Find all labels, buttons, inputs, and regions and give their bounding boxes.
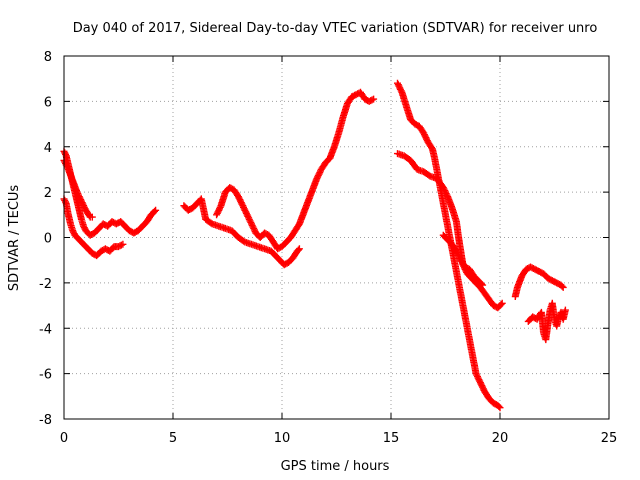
series-arc-i — [511, 263, 567, 300]
data-point — [80, 202, 88, 210]
y-tick-label: 6 — [44, 95, 52, 110]
series-arc-f — [394, 79, 504, 412]
data-point — [61, 196, 69, 204]
data-point — [73, 188, 81, 196]
data-point — [495, 403, 503, 410]
data-point — [244, 212, 252, 220]
data-point — [250, 226, 258, 234]
series-arc-c — [60, 195, 127, 260]
x-tick-label: 15 — [383, 431, 400, 446]
data-point — [119, 240, 127, 248]
data-point — [558, 282, 566, 290]
y-tick-label: -2 — [39, 277, 52, 292]
data-point — [88, 213, 96, 221]
data-point — [238, 200, 246, 208]
data-point — [216, 203, 224, 211]
x-tick-label: 5 — [169, 431, 177, 446]
x-tick-label: 0 — [60, 431, 68, 446]
data-point — [295, 245, 303, 253]
data-point — [370, 95, 378, 103]
y-tick-label: 8 — [44, 50, 52, 65]
chart-title: Day 040 of 2017, Sidereal Day-to-day VTE… — [73, 21, 598, 36]
y-tick-label: -4 — [39, 322, 52, 337]
data-point — [117, 241, 125, 249]
x-tick-label: 20 — [492, 431, 509, 446]
series-arc-e — [213, 88, 378, 253]
data-point — [496, 404, 504, 412]
data-point — [151, 207, 158, 215]
series-arc-j — [524, 299, 569, 344]
y-axis-label: SDTVAR / TECUs — [7, 185, 22, 292]
data-point — [559, 283, 567, 291]
x-tick-labels: 0 5 10 15 20 25 — [60, 431, 617, 446]
y-tick-labels: -8 -6 -4 -2 0 2 4 6 8 — [39, 50, 52, 428]
x-axis-label: GPS time / hours — [281, 459, 390, 474]
y-tick-label: -6 — [39, 368, 52, 383]
x-tick-label: 10 — [274, 431, 291, 446]
data-point — [368, 96, 376, 104]
y-tick-label: 2 — [44, 186, 52, 201]
plot-frame — [63, 55, 610, 420]
data-point — [294, 246, 302, 254]
y-tick-label: 4 — [44, 141, 52, 156]
series-arc-a — [60, 147, 160, 239]
data-points — [60, 79, 569, 412]
series-arc-h — [439, 231, 487, 289]
data-point — [478, 280, 485, 288]
y-tick-label: 0 — [44, 232, 52, 247]
series-arc-b — [60, 156, 96, 221]
data-point — [497, 300, 505, 308]
data-point — [478, 382, 486, 390]
data-point — [152, 206, 160, 214]
data-point — [479, 281, 487, 289]
data-point — [561, 306, 569, 314]
data-point — [473, 371, 481, 379]
grid-lines — [64, 56, 609, 419]
data-point — [498, 299, 506, 307]
series-arc-d — [180, 195, 303, 269]
data-point — [442, 190, 450, 198]
y-tick-label: -8 — [39, 413, 52, 428]
x-tick-label: 25 — [601, 431, 618, 446]
